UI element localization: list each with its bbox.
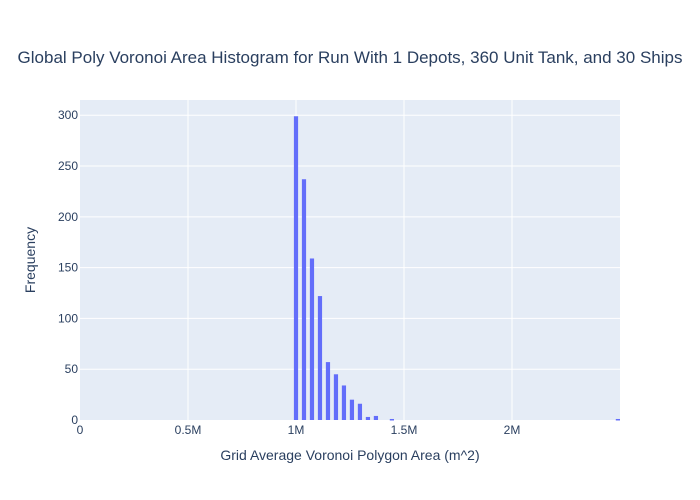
x-tick-label: 0 — [77, 423, 84, 437]
histogram-bar — [293, 116, 299, 420]
x-tick-label: 2M — [504, 423, 521, 437]
histogram-bar — [301, 179, 307, 420]
x-tick-label: 1M — [288, 423, 305, 437]
histogram-bar — [373, 415, 379, 420]
y-tick-label: 300 — [58, 108, 78, 122]
y-tick-labels: 0 50 100 150 200 250 300 — [58, 108, 78, 427]
chart-title: Global Poly Voronoi Area Histogram for R… — [18, 48, 683, 67]
y-tick-label: 50 — [65, 362, 79, 376]
x-tick-labels: 0 0.5M 1M 1.5M 2M — [77, 423, 521, 437]
histogram-bar — [349, 399, 355, 420]
y-axis-title: Frequency — [22, 227, 38, 293]
histogram-bar — [389, 418, 394, 421]
x-axis-title: Grid Average Voronoi Polygon Area (m^2) — [220, 447, 479, 463]
histogram-bar — [341, 385, 347, 420]
histogram-bar — [333, 374, 339, 420]
grid-lines — [80, 100, 620, 420]
bars — [293, 116, 620, 421]
histogram-bar — [325, 362, 331, 420]
histogram-bar — [365, 416, 371, 420]
histogram-bar — [309, 258, 315, 420]
histogram-bar — [615, 418, 620, 421]
y-tick-label: 100 — [58, 311, 78, 325]
y-tick-label: 0 — [71, 413, 78, 427]
x-tick-label: 1.5M — [391, 423, 418, 437]
y-tick-label: 200 — [58, 210, 78, 224]
y-tick-label: 150 — [58, 261, 78, 275]
histogram-bar — [357, 403, 363, 420]
y-tick-label: 250 — [58, 159, 78, 173]
x-tick-label: 0.5M — [175, 423, 202, 437]
plot-background — [80, 100, 620, 420]
histogram-bar — [317, 296, 323, 420]
